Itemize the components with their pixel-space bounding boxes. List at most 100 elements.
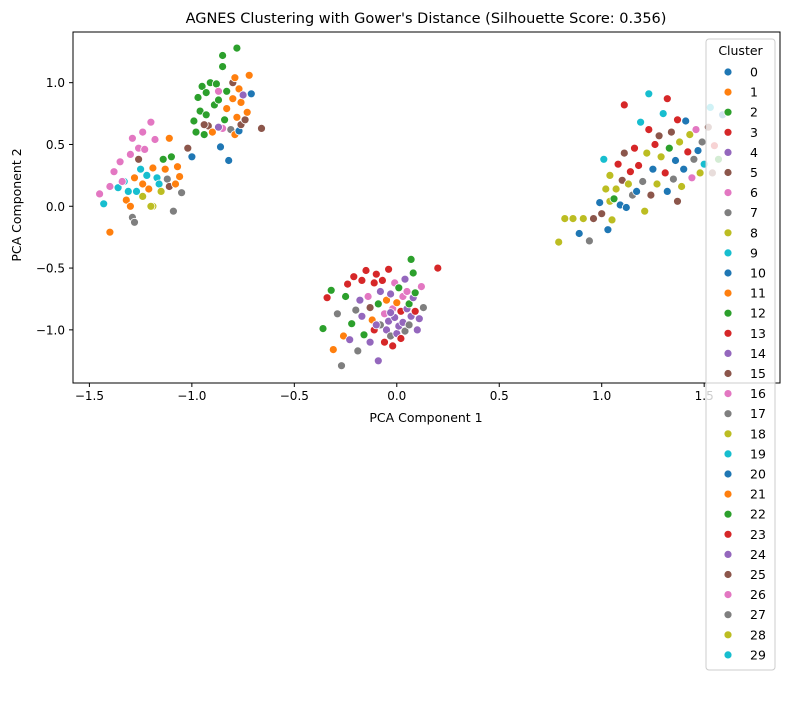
- legend-marker: [723, 409, 733, 419]
- data-point: [574, 229, 584, 238]
- legend-label: 2: [750, 105, 758, 120]
- data-point: [611, 184, 621, 194]
- data-point: [132, 186, 141, 196]
- y-tick-label: −1.0: [36, 323, 65, 337]
- data-point: [414, 314, 424, 324]
- data-point: [644, 125, 654, 135]
- data-point: [144, 184, 154, 194]
- legend-marker: [723, 208, 733, 218]
- data-point: [357, 311, 367, 321]
- x-tick-label: −1.0: [177, 389, 206, 403]
- data-point: [322, 293, 332, 303]
- data-point: [121, 195, 131, 205]
- data-point: [638, 177, 648, 186]
- legend-marker: [723, 590, 733, 599]
- data-point: [644, 89, 654, 99]
- data-point: [146, 117, 156, 127]
- data-point: [621, 203, 631, 212]
- data-point: [140, 144, 150, 154]
- data-point: [691, 125, 701, 135]
- data-point: [343, 279, 353, 289]
- legend-marker: [723, 168, 733, 177]
- data-point: [197, 82, 207, 91]
- data-point: [166, 152, 176, 162]
- data-point: [115, 157, 125, 167]
- data-point: [630, 143, 639, 153]
- legend-label: 22: [750, 507, 766, 522]
- data-point: [138, 191, 148, 201]
- data-point: [351, 305, 361, 315]
- data-point: [658, 109, 668, 118]
- data-point: [171, 179, 180, 189]
- y-tick-label: −0.5: [36, 262, 65, 276]
- x-tick-label: 0.0: [387, 389, 406, 403]
- data-point: [595, 198, 605, 208]
- legend-marker: [723, 67, 733, 77]
- y-tick-label: 0.5: [46, 138, 65, 152]
- data-point: [371, 320, 381, 330]
- legend-label: 9: [750, 245, 758, 260]
- legend-label: 26: [750, 587, 766, 602]
- data-point: [211, 79, 221, 89]
- legend-label: 13: [750, 326, 766, 341]
- legend: Cluster 01234567891011121314151617181920…: [705, 38, 776, 671]
- legend-marker: [723, 328, 733, 338]
- data-point: [369, 278, 379, 288]
- data-point: [554, 237, 564, 247]
- data-point: [242, 107, 252, 117]
- data-point: [365, 303, 375, 313]
- legend-label: 25: [750, 567, 766, 582]
- data-point: [109, 167, 119, 177]
- data-point: [232, 112, 242, 122]
- data-point: [365, 337, 375, 347]
- legend-marker: [723, 248, 733, 258]
- legend-label: 0: [750, 65, 758, 80]
- data-point: [228, 94, 238, 104]
- data-point: [656, 152, 666, 162]
- legend-label: 27: [750, 607, 766, 622]
- data-point: [613, 159, 623, 169]
- data-point: [634, 161, 643, 170]
- legend-marker: [723, 429, 733, 439]
- legend-label: 4: [750, 145, 758, 160]
- data-point: [257, 123, 266, 133]
- legend-marker: [723, 509, 733, 519]
- data-point: [332, 309, 342, 319]
- data-point: [605, 170, 615, 180]
- legend-label: 18: [750, 426, 766, 441]
- x-tick-label: −1.5: [75, 389, 104, 403]
- data-point: [648, 164, 658, 174]
- data-point: [199, 120, 209, 130]
- data-point: [660, 168, 670, 178]
- legend-marker: [723, 107, 733, 117]
- data-point: [95, 189, 104, 199]
- data-point: [599, 154, 609, 164]
- data-point: [130, 173, 139, 183]
- data-point: [150, 135, 160, 144]
- legend-marker: [723, 610, 733, 620]
- legend-marker: [723, 489, 733, 499]
- legend-label: 16: [750, 386, 766, 401]
- data-point: [677, 182, 686, 191]
- data-point: [240, 115, 250, 125]
- data-point: [345, 335, 355, 345]
- points-layer: [95, 43, 727, 371]
- data-point: [402, 287, 412, 296]
- legend-marker: [723, 87, 733, 97]
- data-point: [404, 320, 414, 330]
- data-point: [183, 143, 193, 153]
- data-point: [375, 287, 385, 296]
- legend-marker: [723, 449, 733, 459]
- data-point: [640, 206, 650, 216]
- data-point: [632, 186, 641, 196]
- data-point: [218, 62, 228, 71]
- data-point: [214, 86, 223, 96]
- legend-label: 11: [750, 286, 766, 301]
- data-point: [125, 201, 135, 211]
- legend-label: 24: [750, 547, 766, 562]
- data-point: [377, 275, 387, 285]
- legend-frame: [705, 38, 776, 671]
- data-point: [410, 306, 420, 316]
- x-axis-label: PCA Component 1: [369, 410, 482, 425]
- data-point: [117, 177, 127, 186]
